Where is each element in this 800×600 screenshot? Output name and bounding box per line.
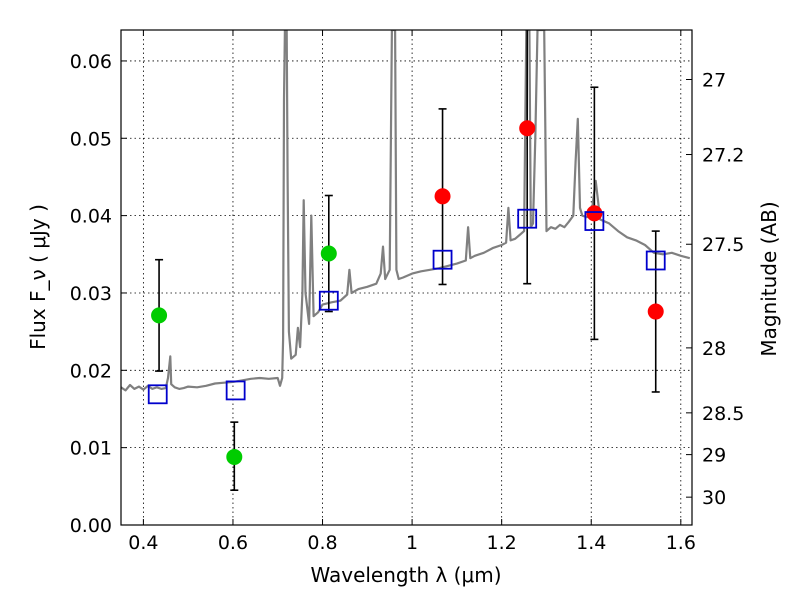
plot-area [121, 30, 691, 392]
grid [121, 30, 692, 526]
data-point-circle [151, 307, 168, 324]
data-point-square [517, 208, 538, 229]
ticks [121, 30, 692, 526]
right-tick-label: 28.5 [702, 403, 744, 425]
y-tick-label: 0.05 [70, 128, 112, 150]
right-tick-label: 27.5 [702, 234, 744, 256]
y-tick-label: 0.04 [70, 206, 112, 228]
data-point-circle [519, 120, 536, 137]
x-tick-label: 1.6 [666, 532, 696, 554]
x-tick-label: 1.4 [576, 532, 606, 554]
right-tick-label: 28 [702, 338, 726, 360]
y-axis-label: Flux F_ν ( μJy ) [26, 204, 50, 350]
data-point-square [225, 380, 246, 401]
plot-frame [120, 29, 693, 526]
x-tick-label: 0.6 [218, 532, 248, 554]
data-point-circle [226, 448, 243, 465]
data-point-circle [586, 205, 603, 222]
right-tick-label: 29 [702, 445, 726, 467]
right-tick-label: 27.2 [702, 145, 744, 167]
data-point-circle [647, 303, 664, 320]
data-point-square [645, 250, 666, 271]
data-point-square [584, 211, 605, 231]
y-tick-label: 0.03 [70, 283, 112, 305]
x-tick-label: 0.8 [307, 532, 337, 554]
x-axis-label: Wavelength λ (μm) [310, 563, 501, 587]
y-tick-label: 0.06 [70, 51, 112, 73]
y-tick-label: 0.01 [70, 438, 112, 460]
right-tick-label: 30 [702, 487, 726, 509]
x-tick-label: 1.2 [487, 532, 517, 554]
data-point-circle [434, 188, 451, 205]
x-tick-label: 0.4 [128, 532, 158, 554]
data-point-square [318, 290, 339, 311]
markers [147, 120, 666, 465]
spectrum-line [121, 30, 691, 392]
data-point-square [147, 384, 168, 405]
data-point-square [432, 249, 453, 270]
x-tick-label: 1 [406, 532, 418, 554]
y-axis-right-label: Magnitude (AB) [757, 201, 781, 356]
tick-labels: 0.4 0.6 0.8 1 1.2 1.4 1.6 0.00 0.01 0.02 0.03 0.04 0… [70, 51, 745, 554]
data-point-circle [320, 245, 337, 262]
right-tick-label: 27 [702, 70, 726, 92]
y-tick-label: 0.00 [70, 515, 112, 537]
y-tick-label: 0.02 [70, 360, 112, 382]
